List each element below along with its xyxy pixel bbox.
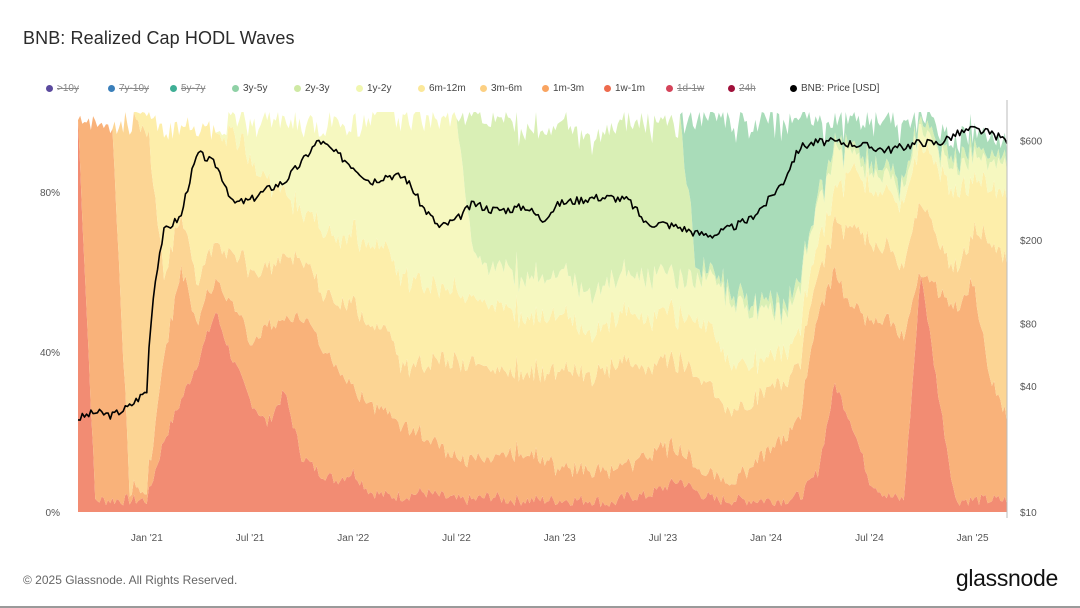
legend-item-10y[interactable]: >10y — [46, 83, 79, 94]
chart-title: BNB: Realized Cap HODL Waves — [23, 28, 295, 48]
legend-dot-icon — [232, 85, 239, 92]
x-tick-label: Jan '24 — [750, 533, 782, 544]
band-2y-3y — [78, 112, 1007, 327]
legend-label: 6m-12m — [429, 83, 466, 94]
x-tick-label: Jan '21 — [131, 533, 163, 544]
right-tick-label: $40 — [1020, 382, 1037, 393]
legend-item-24h[interactable]: 24h — [728, 83, 756, 94]
legend-item-5y-7y[interactable]: 5y-7y — [170, 83, 205, 94]
legend-dot-icon — [728, 85, 735, 92]
legend-label: >10y — [57, 83, 79, 94]
legend-dot-icon — [666, 85, 673, 92]
legend-dot-icon — [46, 85, 53, 92]
left-axis: 0% 40% 80% — [40, 188, 60, 519]
price-line — [77, 125, 1008, 421]
legend-label: 2y-3y — [305, 83, 330, 94]
legend-item-1d-1w[interactable]: 1d-1w — [666, 83, 704, 94]
band-1y-2y — [78, 112, 1007, 375]
legend-item-1y-2y[interactable]: 1y-2y — [356, 83, 391, 94]
right-tick-label: $80 — [1020, 319, 1037, 330]
legend-item-2y-3y[interactable]: 2y-3y — [294, 83, 329, 94]
area-bands — [78, 112, 1007, 512]
legend-label: 1d-1w — [677, 83, 705, 94]
legend-item-3y-5y[interactable]: 3y-5y — [232, 83, 267, 94]
legend-dot-icon — [108, 85, 115, 92]
x-tick-label: Jul '23 — [649, 533, 678, 544]
legend-dot-icon — [604, 85, 611, 92]
left-tick-label: 40% — [40, 348, 60, 359]
band-1w-1m — [78, 120, 1007, 512]
legend-label: 1y-2y — [367, 83, 392, 94]
legend-label: 1w-1m — [615, 83, 646, 94]
legend-label: 7y-10y — [119, 83, 150, 94]
band-6m-12m — [78, 112, 1007, 417]
legend-label: 5y-7y — [181, 83, 206, 94]
legend-dot-icon — [790, 85, 797, 92]
legend-item-1w-1m[interactable]: 1w-1m — [604, 83, 645, 94]
right-tick-label: $10 — [1020, 508, 1037, 519]
legend-label: BNB: Price [USD] — [801, 83, 880, 94]
x-tick-label: Jan '22 — [337, 533, 369, 544]
band-1m-3m — [78, 115, 1007, 508]
right-tick-label: $600 — [1020, 136, 1043, 147]
legend-label: 3y-5y — [243, 83, 268, 94]
bottom-divider — [0, 606, 1080, 608]
band-3y-5y — [78, 112, 1007, 321]
right-axis: $10 $40 $80 $200 $600 — [1020, 136, 1043, 519]
legend-label: 3m-6m — [491, 83, 523, 94]
x-tick-label: Jan '23 — [544, 533, 576, 544]
legend-item-6m-12m[interactable]: 6m-12m — [418, 83, 466, 94]
legend-dot-icon — [356, 85, 363, 92]
left-tick-label: 80% — [40, 188, 60, 199]
legend-dot-icon — [542, 85, 549, 92]
x-axis: Jan '21 Jul '21 Jan '22 Jul '22 Jan '23 Jul '… — [131, 533, 989, 544]
band-3m-6m — [78, 112, 1007, 497]
left-tick-label: 0% — [46, 508, 61, 519]
legend-dot-icon — [170, 85, 177, 92]
x-tick-label: Jul '24 — [855, 533, 884, 544]
x-tick-label: Jul '21 — [236, 533, 265, 544]
legend-dot-icon — [294, 85, 301, 92]
copyright-text: © 2025 Glassnode. All Rights Reserved. — [23, 573, 238, 587]
glassnode-logo[interactable]: glassnode — [955, 565, 1058, 591]
right-tick-label: $200 — [1020, 236, 1043, 247]
legend-dot-icon — [480, 85, 487, 92]
x-tick-label: Jul '22 — [442, 533, 471, 544]
legend-dot-icon — [418, 85, 425, 92]
legend-item-3m-6m[interactable]: 3m-6m — [480, 83, 522, 94]
legend-item-7y-10y[interactable]: 7y-10y — [108, 83, 149, 94]
legend-item-1m-3m[interactable]: 1m-3m — [542, 83, 584, 94]
legend-item-bnb-price-usd[interactable]: BNB: Price [USD] — [790, 83, 879, 94]
x-tick-label: Jan '25 — [957, 533, 989, 544]
legend-label: 24h — [739, 83, 756, 94]
legend-label: 1m-3m — [553, 83, 585, 94]
